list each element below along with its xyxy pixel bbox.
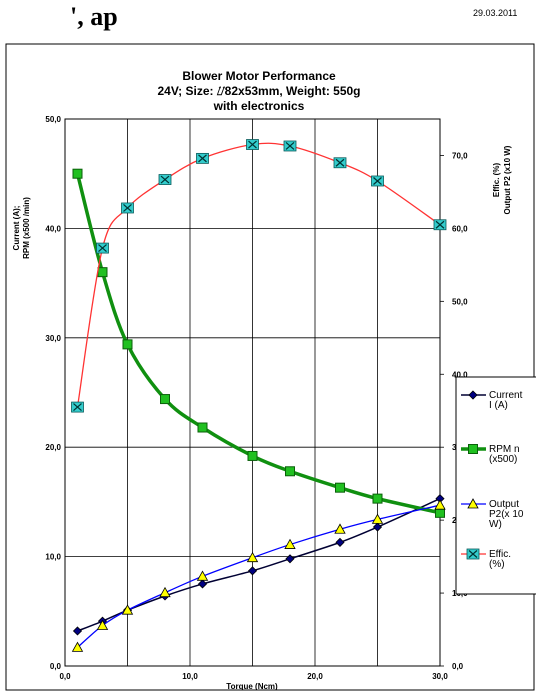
data-point-output: [434, 499, 446, 510]
x-tick-label: 20,0: [307, 672, 323, 681]
y-left-tick-label: 20,0: [45, 443, 61, 452]
series-rpm: [72, 168, 445, 518]
series-line-current: [77, 497, 441, 632]
data-point-rpm: [247, 450, 258, 461]
legend-box: [455, 376, 536, 595]
data-point-rpm: [97, 267, 108, 278]
legend-marker-current: [468, 390, 478, 400]
legend-marker-output: [467, 498, 479, 509]
y-left-label-2: RPM (x500 /min): [22, 197, 31, 259]
data-point-efficiency-stroke: [98, 244, 107, 253]
chart-title-line-3: with electronics: [213, 99, 305, 113]
data-point-efficiency-stroke: [285, 142, 295, 150]
y-right-tick-label: 40,0: [452, 370, 468, 379]
data-point-output: [371, 513, 384, 524]
data-point-rpm: [335, 482, 345, 493]
x-tick-label: 30,0: [432, 672, 448, 681]
data-point-current: [335, 537, 345, 547]
legend-label-rpm: RPM n: [489, 444, 520, 455]
y-right-tick-label: 0,0: [452, 662, 464, 671]
legend-label-output: Output: [489, 499, 519, 510]
data-point-rpm: [197, 422, 208, 433]
legend-marker-efficiency-stroke: [468, 550, 478, 558]
data-point-output: [334, 523, 346, 534]
data-point-efficiency-stroke: [335, 158, 345, 167]
data-point-current: [197, 579, 208, 589]
data-point-efficiency-stroke: [160, 175, 170, 184]
y-right-tick-label: 50,0: [452, 297, 468, 306]
page-date: 29.03.2011: [473, 8, 518, 18]
legend-label-efficiency: (%): [489, 559, 505, 570]
y-right-tick-label: 70,0: [452, 151, 468, 160]
data-point-output: [121, 604, 134, 615]
data-point-efficiency-stroke: [123, 204, 132, 212]
data-point-rpm: [372, 493, 383, 504]
data-point-rpm: [160, 394, 170, 405]
legend-label-efficiency: Effic.: [489, 549, 511, 560]
data-point-current: [285, 554, 295, 564]
legend-label-output: W): [489, 519, 502, 530]
y-left-tick-label: 50,0: [45, 115, 61, 124]
data-point-output: [246, 551, 259, 563]
data-point-efficiency-stroke: [73, 403, 82, 412]
data-point-current: [372, 522, 383, 532]
data-point-output: [284, 538, 296, 549]
data-point-efficiency-stroke: [248, 140, 257, 149]
legend-label-current: I (A): [489, 400, 508, 411]
data-point-current: [72, 626, 83, 636]
data-point-output: [71, 641, 84, 652]
y-left-tick-label: 0,0: [50, 662, 62, 671]
y-right-label-1: Effic. (%): [492, 163, 501, 198]
y-right-tick-label: 60,0: [452, 224, 468, 233]
data-point-rpm: [122, 339, 133, 350]
chart-title-line-1: Blower Motor Performance: [182, 69, 336, 83]
x-axis-label: Torque (Ncm): [226, 682, 278, 691]
legend-marker-rpm: [468, 444, 478, 454]
y-left-label-1: Current (A);: [12, 206, 21, 251]
legend-label-output: P2(x 10: [489, 509, 524, 520]
data-point-efficiency-stroke: [198, 154, 207, 163]
data-point-efficiency-stroke: [373, 177, 382, 185]
series-output: [71, 499, 446, 652]
x-tick-label: 0,0: [59, 672, 71, 681]
y-right-label-2: Output P2 (x10 W): [503, 145, 512, 214]
y-left-tick-label: 40,0: [45, 224, 61, 233]
data-point-rpm: [72, 168, 83, 179]
data-point-efficiency-stroke: [435, 220, 445, 229]
y-left-tick-label: 30,0: [45, 334, 61, 343]
data-point-rpm: [285, 466, 295, 477]
legend-label-rpm: (x500): [489, 454, 517, 465]
data-point-output: [96, 619, 109, 630]
y-left-tick-label: 10,0: [45, 553, 61, 562]
data-point-output: [159, 586, 171, 598]
data-point-rpm: [435, 507, 445, 518]
chart-title-line-2: 24V; Size: ⌰82x53mm, Weight: 550g: [157, 84, 360, 98]
legend-label-current: Current: [489, 390, 523, 401]
x-tick-label: 10,0: [182, 672, 198, 681]
data-point-output: [196, 570, 209, 581]
series-efficiency: [71, 139, 447, 413]
series-line-rpm: [75, 173, 441, 515]
page-header-fragment: ', ap: [70, 2, 118, 31]
series-line-output: [77, 504, 441, 648]
data-point-current: [247, 566, 258, 576]
